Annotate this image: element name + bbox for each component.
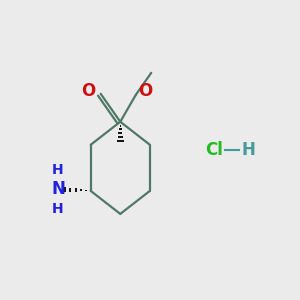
Text: H: H <box>52 163 64 177</box>
Text: H: H <box>241 141 255 159</box>
Text: N: N <box>51 180 65 198</box>
Text: O: O <box>139 82 153 100</box>
Text: Cl: Cl <box>205 141 223 159</box>
Text: O: O <box>81 82 95 100</box>
Text: H: H <box>52 202 64 216</box>
